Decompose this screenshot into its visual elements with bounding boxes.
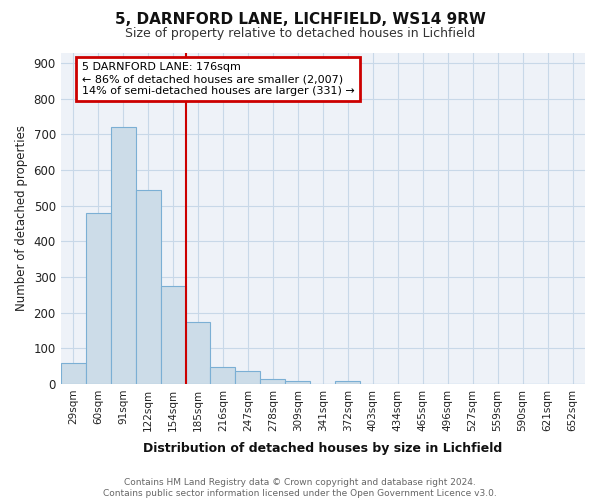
Text: 5, DARNFORD LANE, LICHFIELD, WS14 9RW: 5, DARNFORD LANE, LICHFIELD, WS14 9RW (115, 12, 485, 28)
Bar (211, 367, 235, 384)
Bar (61, 362, 86, 384)
Bar (161, 286, 185, 384)
Bar (335, 381, 360, 384)
Y-axis label: Number of detached properties: Number of detached properties (15, 125, 28, 311)
Text: Contains HM Land Registry data © Crown copyright and database right 2024.
Contai: Contains HM Land Registry data © Crown c… (103, 478, 497, 498)
X-axis label: Distribution of detached houses by size in Lichfield: Distribution of detached houses by size … (143, 442, 502, 455)
Text: Size of property relative to detached houses in Lichfield: Size of property relative to detached ho… (125, 28, 475, 40)
Text: 5 DARNFORD LANE: 176sqm
← 86% of detached houses are smaller (2,007)
14% of semi: 5 DARNFORD LANE: 176sqm ← 86% of detache… (82, 62, 355, 96)
Bar (260, 378, 286, 384)
Bar (136, 190, 161, 384)
Bar (235, 372, 260, 384)
Bar (110, 128, 136, 384)
Bar (286, 381, 310, 384)
Bar (86, 213, 110, 384)
Bar (185, 322, 211, 384)
